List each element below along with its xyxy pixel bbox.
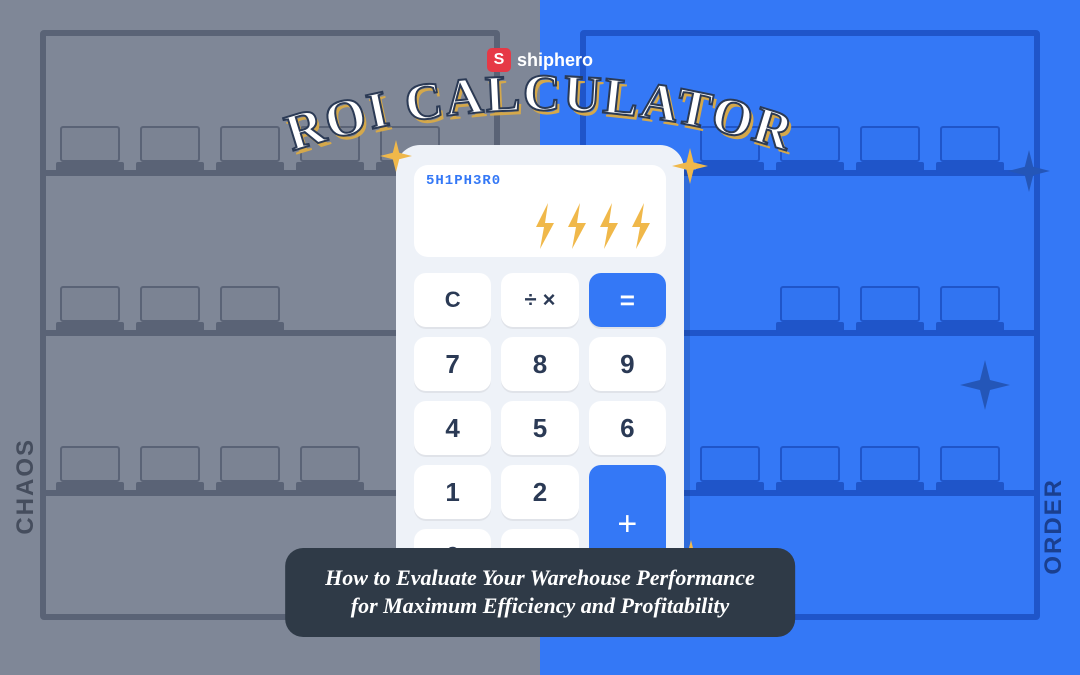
key-1[interactable]: 1 (414, 465, 491, 519)
calculator: 5H1PH3R0 C ÷ × = 7 8 9 4 5 6 1 2 + 0 . (396, 145, 684, 585)
key-4[interactable]: 4 (414, 401, 491, 455)
calculator-screen: 5H1PH3R0 (414, 165, 666, 257)
subtitle-text: How to Evaluate Your Warehouse Performan… (325, 564, 755, 621)
side-label-left: CHAOS (12, 438, 40, 535)
subtitle-line2: for Maximum Efficiency and Profitability (351, 593, 729, 618)
key-8[interactable]: 8 (501, 337, 578, 391)
logo-text: shiphero (517, 50, 593, 71)
key-clear[interactable]: C (414, 273, 491, 327)
key-9[interactable]: 9 (589, 337, 666, 391)
calculator-keypad: C ÷ × = 7 8 9 4 5 6 1 2 + 0 . (414, 273, 666, 583)
brand-logo: S shiphero (487, 48, 593, 72)
key-divmul[interactable]: ÷ × (501, 273, 578, 327)
sparkle-icon (380, 140, 412, 172)
hero-graphic: CHAOS ORDER S shiphero ROI CALCULATOR RO… (0, 0, 1080, 675)
sparkle-icon (960, 360, 1010, 410)
key-6[interactable]: 6 (589, 401, 666, 455)
sparkle-icon (672, 148, 708, 184)
key-2[interactable]: 2 (501, 465, 578, 519)
bolt-icons (530, 201, 656, 251)
subtitle-line1: How to Evaluate Your Warehouse Performan… (325, 565, 755, 590)
logo-badge: S (487, 48, 511, 72)
side-label-right: ORDER (1040, 478, 1068, 575)
key-equals[interactable]: = (589, 273, 666, 327)
key-7[interactable]: 7 (414, 337, 491, 391)
calculator-screen-text: 5H1PH3R0 (426, 173, 654, 189)
sparkle-icon (1008, 150, 1050, 192)
key-5[interactable]: 5 (501, 401, 578, 455)
subtitle-banner: How to Evaluate Your Warehouse Performan… (285, 548, 795, 637)
page-title: ROI CALCULATOR ROI CALCULATOR ROI CALCUL… (250, 74, 830, 174)
